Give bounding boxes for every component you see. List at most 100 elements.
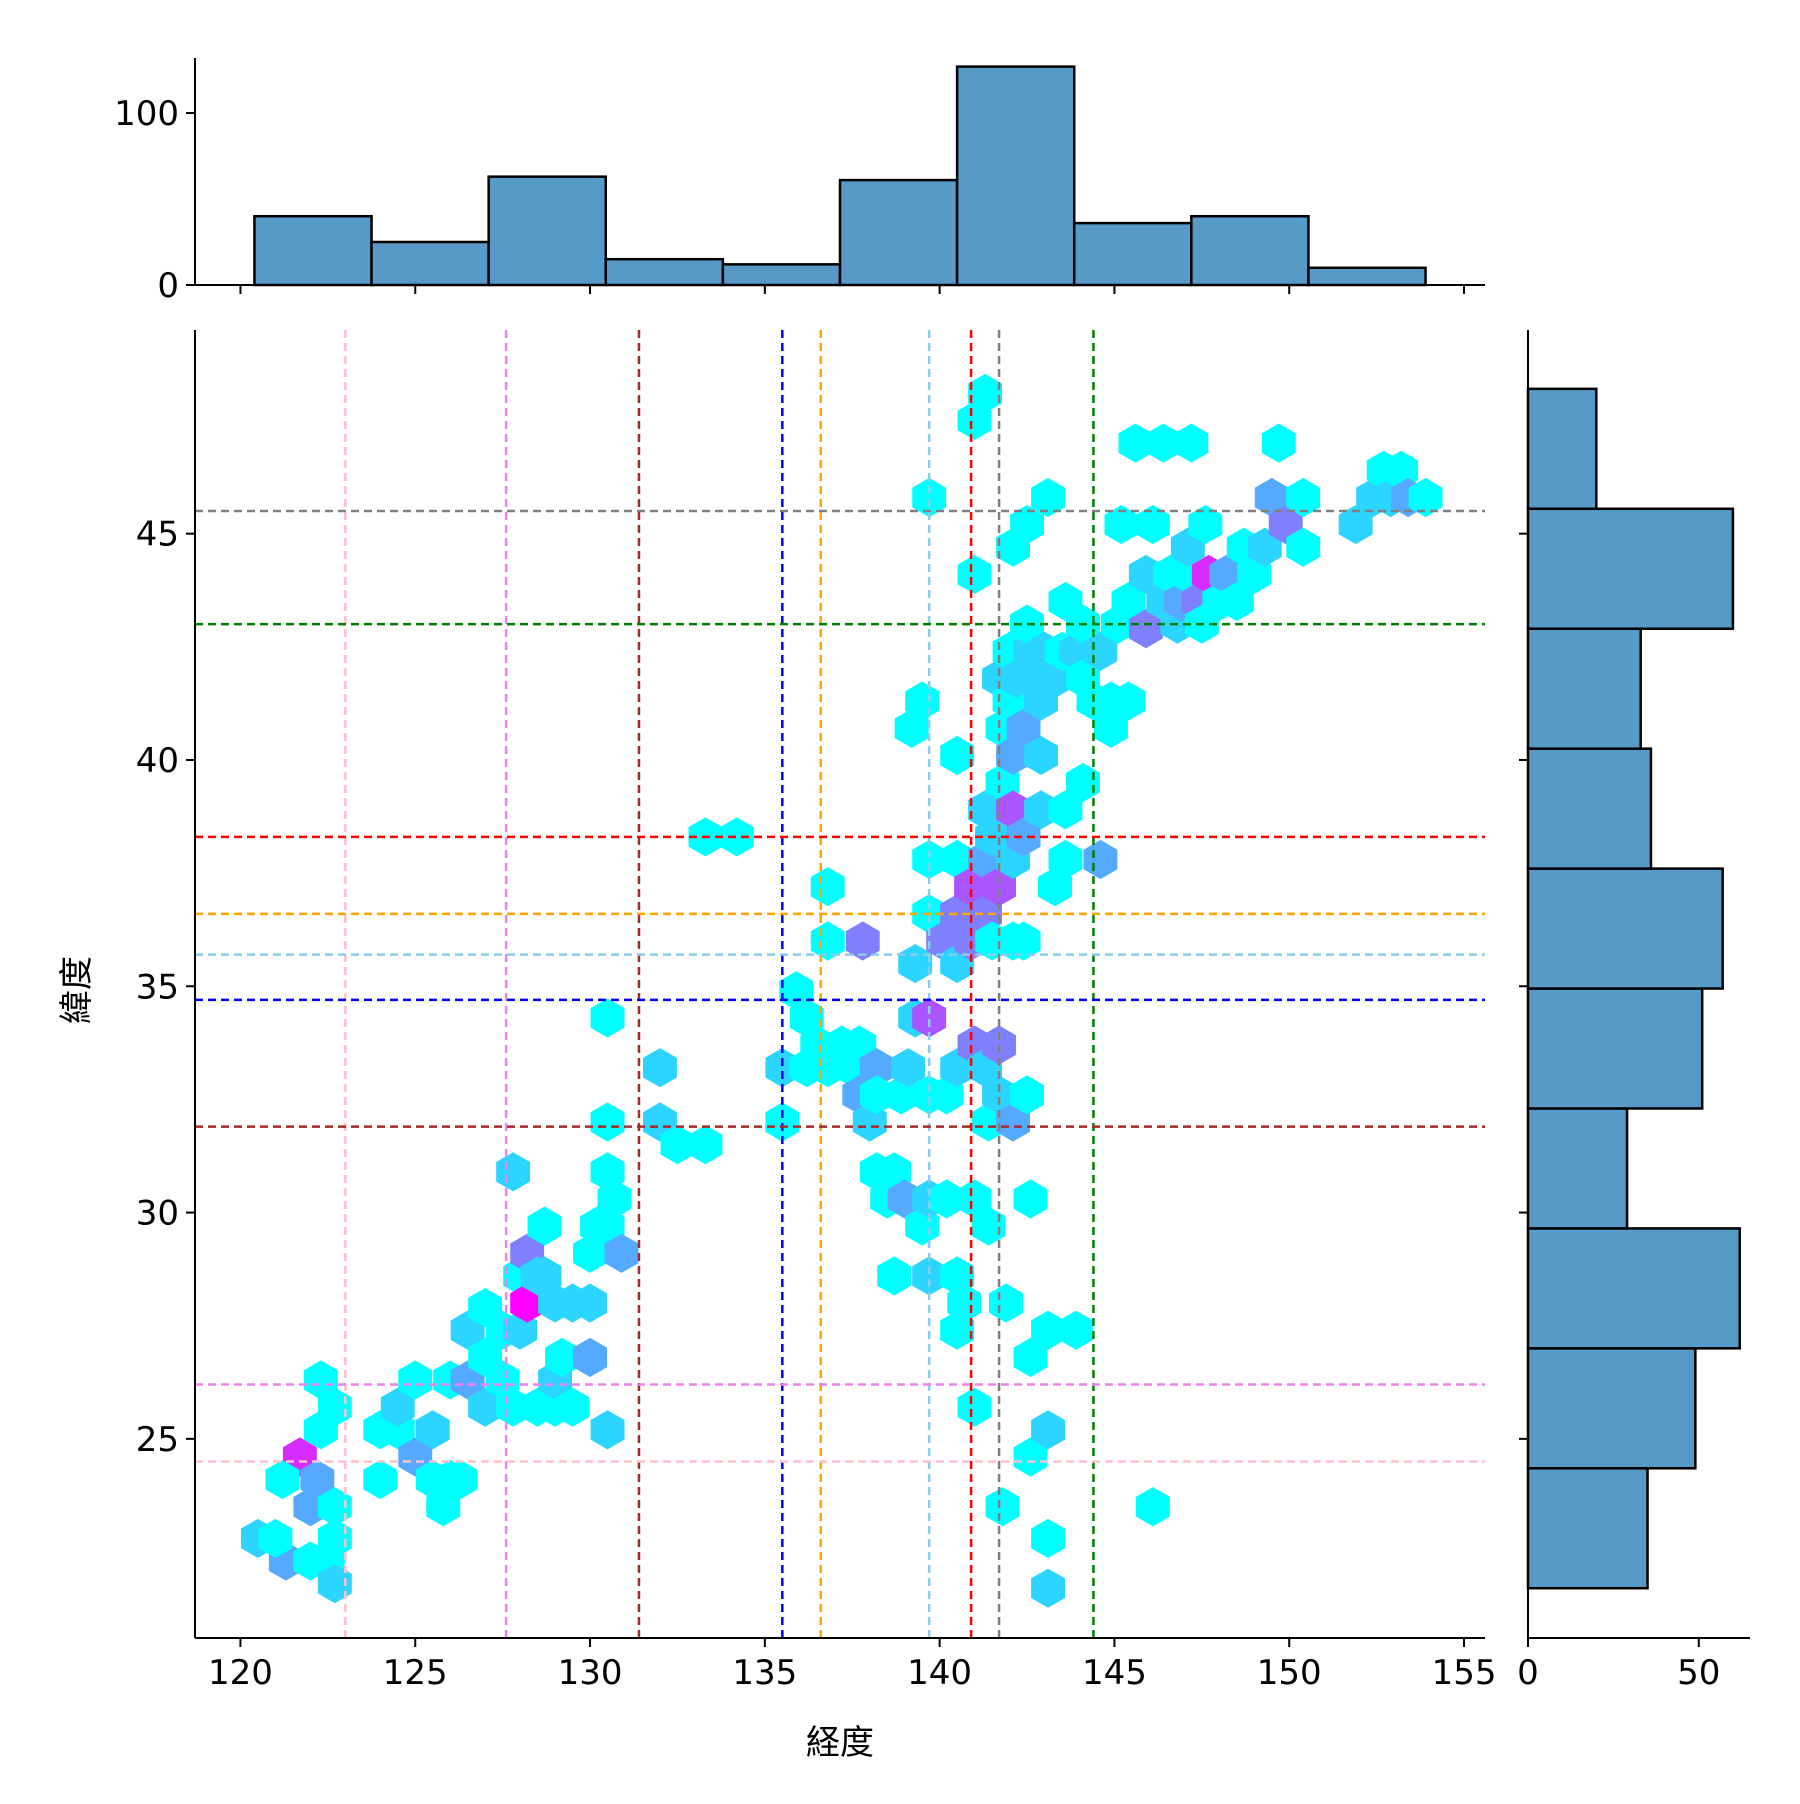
hexbin-cell <box>573 1283 607 1323</box>
hexbin-panel: 120 125 130 135 140 145 150 155 25 30 35 40 45 <box>136 330 1497 1693</box>
right-histogram-bar <box>1526 1347 1697 1470</box>
hexbin-cell <box>957 1387 992 1427</box>
hexbin-cell <box>1059 1310 1093 1350</box>
hexbin-cell <box>258 1518 293 1558</box>
right-histogram-panel: 0 50 <box>1517 330 1750 1693</box>
hexbin-cell <box>1013 1179 1048 1219</box>
x-tick-label: 150 <box>1257 1653 1322 1693</box>
top-histogram-bar <box>1072 221 1193 287</box>
right-hist-x-tick-label: 0 <box>1517 1653 1539 1693</box>
hexbin-cell <box>1066 763 1100 803</box>
hexbin-cell <box>1031 1518 1065 1558</box>
hexbin-cell <box>415 1410 450 1450</box>
hexbin-cell <box>968 373 1002 413</box>
x-tick-label: 125 <box>383 1653 448 1693</box>
top-histogram-bar <box>721 263 842 287</box>
hexbin-cell <box>940 735 975 775</box>
hexbin-cell <box>845 921 880 961</box>
hexbin-cell <box>947 1283 982 1323</box>
hexbin-cell <box>1111 681 1146 721</box>
x-tick-label: 145 <box>1082 1653 1147 1693</box>
top-histogram-panel: 0 100 <box>114 58 1485 306</box>
right-histogram-bar <box>1526 507 1735 630</box>
top-histogram-bar <box>253 214 373 287</box>
right-histogram-bar <box>1526 1107 1629 1230</box>
hexbin-cell <box>1188 505 1223 545</box>
top-histogram-bar <box>604 257 725 287</box>
hexbin-cell <box>317 1487 352 1527</box>
hexbin-cell <box>1135 505 1170 545</box>
x-tick-label: 135 <box>732 1653 797 1693</box>
right-histogram-bar <box>1526 867 1724 990</box>
hexbin-cell <box>573 1337 607 1377</box>
hexbin-cell <box>1010 1075 1044 1115</box>
hexbin-cell <box>1286 527 1321 567</box>
hexbin-cell <box>1010 505 1044 545</box>
hexbin-cell <box>317 1564 352 1604</box>
hexbin-cell <box>719 817 754 857</box>
hexbin-cell <box>265 1460 300 1500</box>
hexbin-cell <box>1031 1568 1065 1608</box>
x-tick-label: 140 <box>907 1653 972 1693</box>
x-tick-label: 130 <box>558 1653 623 1693</box>
hexbin-cell <box>555 1387 590 1427</box>
top-histogram-bar <box>1307 266 1427 287</box>
hexbin-cell <box>1031 477 1065 518</box>
x-axis-label: 経度 <box>806 1723 874 1763</box>
hexbin-cell <box>496 1152 531 1192</box>
y-axis-label: 緯度 <box>57 956 97 1024</box>
hexbin-cell <box>1031 1410 1065 1450</box>
hexbin-cell <box>1174 423 1209 463</box>
hexbin-cell <box>894 708 929 748</box>
top-hist-y-tick-label: 0 <box>157 266 179 306</box>
hexbin-cell <box>877 1256 912 1296</box>
right-histogram-bar <box>1526 987 1704 1110</box>
hexbin-cell <box>590 1102 625 1142</box>
hexbin-cell <box>1006 921 1041 961</box>
hexbin-cell <box>1083 839 1118 880</box>
top-histogram-bar <box>370 240 490 287</box>
top-hist-y-tick-label: 100 <box>114 94 179 134</box>
top-histogram-bar <box>838 178 959 287</box>
top-histogram-bar <box>487 175 608 287</box>
hexbin-cell <box>1048 839 1083 880</box>
hexbin-cell <box>989 1283 1023 1323</box>
right-histogram-bar <box>1526 1467 1649 1590</box>
y-tick-label: 30 <box>136 1194 179 1234</box>
hexbin-cell <box>443 1460 478 1500</box>
hexbin-cell <box>590 998 625 1038</box>
hexbin-cell <box>688 1125 723 1165</box>
x-tick-label: 155 <box>1432 1653 1497 1693</box>
y-tick-label: 35 <box>136 967 179 1007</box>
hexbin-cell <box>1261 423 1296 463</box>
right-histogram-bar <box>1526 627 1642 750</box>
right-histogram-bar <box>1526 387 1598 511</box>
y-tick-label: 40 <box>136 741 179 781</box>
hexbin-cell <box>957 554 992 594</box>
hexbin-cell <box>303 1360 338 1400</box>
hexbin-cell <box>810 867 845 907</box>
hexbin-cell <box>527 1206 562 1246</box>
hexbin-cell <box>1408 477 1443 518</box>
hexbin-cell <box>985 1487 1020 1527</box>
hexbin-cell <box>765 1102 800 1142</box>
right-histogram-bar <box>1526 1227 1742 1350</box>
right-hist-x-tick-label: 50 <box>1677 1653 1720 1693</box>
y-tick-label: 45 <box>136 515 179 555</box>
hexbin-cell <box>363 1460 398 1500</box>
hexbin-cell <box>1286 477 1321 518</box>
hexbin-cell <box>300 1460 335 1500</box>
hexbin-cell <box>590 1410 625 1450</box>
hexbin-cell <box>643 1048 677 1088</box>
hexbin-cell <box>891 1048 926 1088</box>
y-tick-label: 25 <box>136 1420 179 1460</box>
hexbin-cell <box>317 1518 352 1558</box>
top-histogram-bar <box>1190 214 1310 287</box>
hexbin-cell <box>1024 735 1058 775</box>
hexbin-cell <box>398 1360 433 1400</box>
hexbin-cell <box>1135 1487 1170 1527</box>
top-histogram-bar <box>955 65 1076 287</box>
x-tick-label: 120 <box>208 1653 273 1693</box>
